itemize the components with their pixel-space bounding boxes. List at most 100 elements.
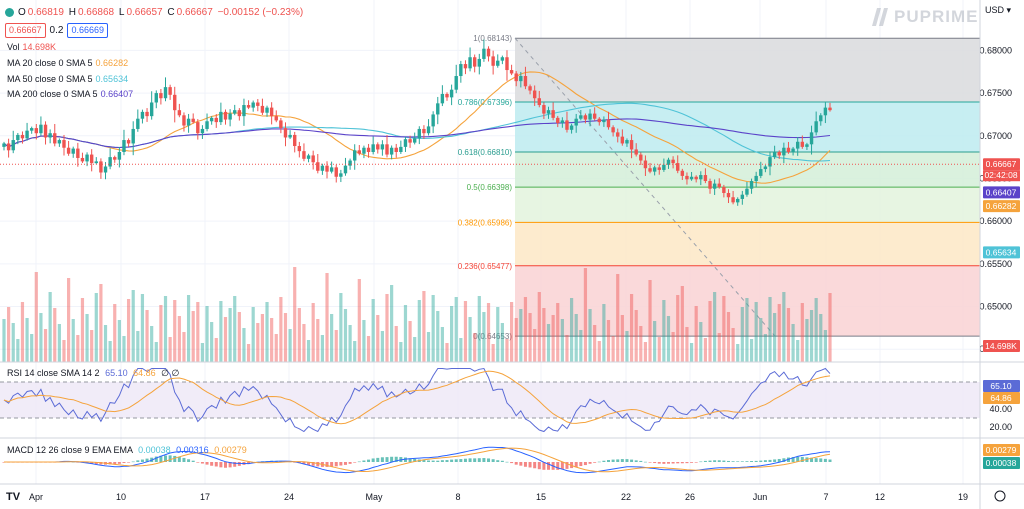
volume-bar — [191, 311, 195, 362]
candle-body — [496, 60, 500, 66]
candle-body — [376, 144, 380, 150]
candle-body — [269, 107, 274, 117]
moving-averages — [3, 71, 831, 184]
volume-bar — [371, 299, 375, 362]
legend-volume[interactable]: Vol 14.698K — [7, 42, 57, 52]
volume-bar — [85, 314, 89, 362]
candle-body — [509, 70, 514, 74]
candle-body — [477, 58, 481, 67]
macd-histogram-bar — [90, 462, 94, 464]
tag-last-price: 0.66667 — [986, 159, 1017, 169]
macd-histogram-bar — [583, 462, 587, 466]
volume-bar — [500, 323, 504, 362]
candle-body — [39, 124, 43, 134]
macd-histogram-bar — [164, 455, 168, 462]
candle-body — [431, 114, 435, 127]
candle-body — [279, 120, 283, 129]
macd-histogram-bar — [528, 462, 532, 468]
macd-histogram-bar — [131, 461, 135, 463]
candle-body — [685, 175, 689, 180]
volume-bar — [782, 292, 786, 362]
sell-button[interactable]: 0.66667 — [5, 23, 46, 38]
legend-ma20[interactable]: MA 20 close 0 SMA 5 0.66282 — [7, 58, 129, 68]
candle-body — [34, 128, 39, 134]
volume-bar — [648, 280, 652, 362]
macd-histogram-bar — [210, 462, 214, 466]
macd-histogram-bar — [311, 462, 315, 466]
candle-body — [736, 198, 740, 203]
candle-body — [671, 159, 675, 164]
candle-body — [454, 76, 458, 90]
macd-histogram-bar — [385, 457, 389, 462]
spread-value: 0.2 — [49, 25, 64, 36]
candle-body — [99, 161, 103, 173]
candle-body — [436, 103, 440, 115]
macd-histogram-bar — [339, 462, 343, 466]
fib-level-label: 0.786(0.67396) — [458, 98, 513, 107]
macd-histogram-bar — [219, 462, 223, 468]
volume-bar — [823, 330, 827, 362]
macd-histogram-bar — [810, 457, 814, 462]
legend-ma200[interactable]: MA 200 close 0 SMA 5 0.66407 — [7, 89, 134, 99]
volume-bar — [666, 316, 671, 362]
volume-bar — [150, 326, 154, 362]
candle-body — [283, 128, 288, 138]
time-tick-label: 7 — [823, 492, 828, 502]
candle-body — [408, 139, 412, 143]
currency-selector[interactable]: USD ▾ — [985, 5, 1012, 15]
macd-histogram-bar — [477, 458, 481, 462]
macd-histogram-bar — [459, 459, 463, 462]
macd-histogram-bar — [510, 462, 514, 464]
candle-body — [819, 115, 823, 122]
volume-bar — [722, 296, 726, 362]
candle-body — [85, 154, 89, 162]
macd-histogram-bar — [140, 459, 144, 462]
fib-zone — [515, 265, 980, 337]
volume-bar — [126, 299, 131, 362]
candle-body — [620, 136, 625, 144]
volume-bar — [242, 328, 246, 362]
candle-body — [754, 175, 758, 182]
candle-body — [302, 151, 306, 159]
volume-bar — [186, 295, 191, 362]
candle-body — [325, 165, 329, 172]
volume-bar — [16, 339, 20, 362]
volume-bar — [726, 312, 731, 362]
volume-bar — [385, 294, 389, 362]
price-tick-label: 0.67500 — [979, 88, 1012, 98]
legend-macd[interactable]: MACD 12 26 close 9 EMA EMA 0.00038 0.003… — [7, 445, 247, 455]
tag-macd-signal: 0.00279 — [986, 445, 1017, 455]
candle-body — [385, 144, 389, 155]
macd-histogram-bar — [200, 462, 204, 464]
candle-body — [542, 105, 546, 114]
volume-bar — [140, 294, 145, 362]
macd-histogram-bar — [302, 462, 306, 465]
volume-bar — [616, 274, 620, 362]
volume-bar — [348, 325, 352, 362]
buy-button[interactable]: 0.66669 — [67, 23, 108, 38]
volume-bar — [777, 304, 781, 362]
tag-countdown-bg — [983, 170, 1020, 182]
macd-histogram-bar — [187, 459, 191, 462]
candle-body — [394, 147, 398, 152]
volume-bar — [629, 294, 634, 362]
macd-histogram-bar — [777, 458, 781, 462]
candle-body — [191, 118, 195, 123]
candle-body — [380, 144, 385, 150]
legend-rsi[interactable]: RSI 14 close SMA 14 2 65.10 64.86 ∅ ∅ — [7, 368, 180, 378]
volume-bar — [210, 322, 214, 362]
candle-body — [523, 76, 528, 87]
macd-histogram-bar — [556, 462, 560, 470]
volume-bar — [117, 320, 121, 362]
macd-histogram-bar — [431, 460, 435, 462]
volume-bar — [773, 313, 777, 362]
macd-histogram-bar — [367, 459, 371, 462]
macd-histogram-bar — [173, 455, 177, 462]
tag-volume-bg — [983, 340, 1020, 352]
macd-histogram-bar — [154, 456, 158, 462]
legend-ma50[interactable]: MA 50 close 0 SMA 5 0.65634 — [7, 74, 129, 84]
volume-bar — [90, 330, 94, 362]
candle-body — [214, 117, 218, 123]
time-tick-label: Apr — [29, 492, 43, 502]
